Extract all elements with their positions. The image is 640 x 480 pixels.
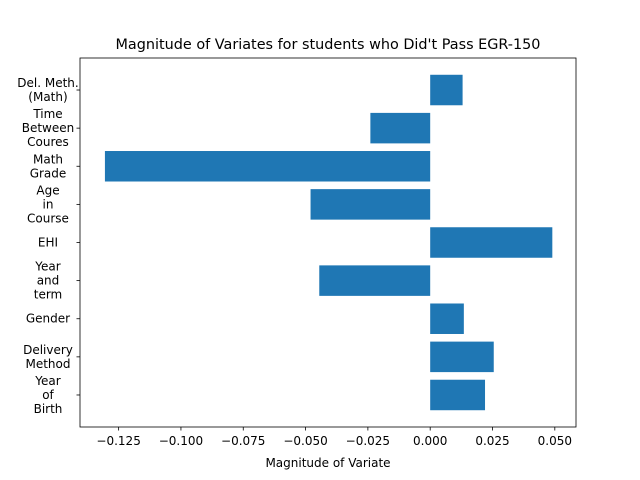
x-tick-label: −0.075 — [221, 434, 265, 448]
y-tick-label: Time Between Coures — [22, 107, 75, 149]
bar-0 — [430, 379, 486, 411]
bar-2 — [430, 303, 464, 334]
chart-title: Magnitude of Variates for students who D… — [116, 37, 541, 53]
x-axis-ticks: −0.125 −0.100 −0.075 −0.050 −0.025 0.000 0.025… — [96, 427, 572, 448]
bar-8 — [430, 74, 463, 106]
x-tick-label: −0.050 — [283, 434, 327, 448]
y-axis-ticks: Year of Birth Delivery Method Gender Year and te… — [17, 76, 80, 416]
plot-frame — [79, 57, 577, 428]
y-tick-label: Del. Meth. (Math) — [17, 76, 78, 104]
x-tick-label: −0.125 — [96, 434, 140, 448]
bar-6 — [104, 151, 431, 182]
x-tick-label: −0.100 — [159, 434, 203, 448]
y-tick-label: Math Grade — [30, 152, 67, 180]
bar-7 — [370, 112, 431, 144]
bar-4 — [430, 227, 553, 258]
y-tick-label: Age in Course — [27, 183, 69, 225]
bars-group — [104, 74, 553, 411]
x-tick-label: 0.000 — [413, 434, 447, 448]
x-tick-label: 0.025 — [475, 434, 509, 448]
bar-1 — [430, 341, 494, 373]
y-tick-label: Year of Birth — [34, 374, 63, 416]
y-tick-label: Delivery Method — [23, 343, 73, 371]
x-tick-label: −0.025 — [346, 434, 390, 448]
x-axis-label: Magnitude of Variate — [265, 456, 390, 470]
bar-3 — [319, 265, 431, 296]
y-tick-label: EHI — [38, 236, 58, 250]
y-tick-label: Year and term — [34, 260, 63, 302]
x-tick-label: 0.050 — [538, 434, 572, 448]
y-tick-label: Gender — [26, 312, 70, 326]
bar-5 — [310, 189, 431, 220]
